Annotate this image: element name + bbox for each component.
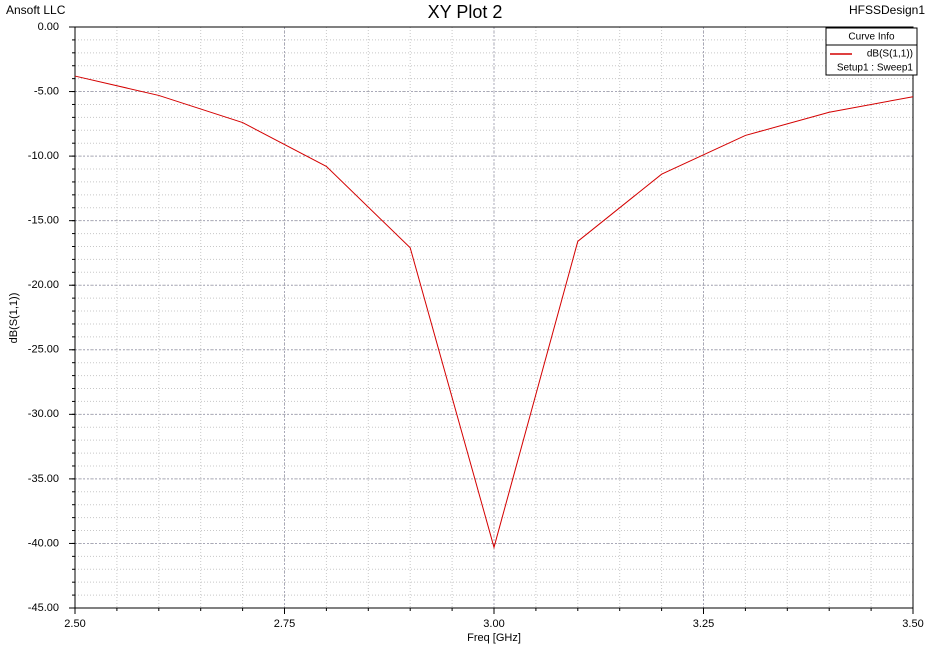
y-axis-label: dB(S(1,1)): [8, 293, 20, 344]
data-line: [74, 75, 914, 550]
y-tick-label: -35.00: [28, 473, 59, 485]
x-tick-label: 2.50: [64, 618, 85, 630]
x-tick-label: 3.25: [693, 618, 714, 630]
legend-title: Curve Info: [848, 32, 895, 43]
y-tick-label: -5.00: [34, 85, 59, 97]
x-tick-label: 3.00: [483, 618, 504, 630]
y-tick-label: -30.00: [28, 408, 59, 420]
y-tick-label: -20.00: [28, 279, 59, 291]
y-tick-label: -10.00: [28, 150, 59, 162]
y-tick-label: -40.00: [28, 537, 59, 549]
legend-label: dB(S(1,1)): [867, 49, 913, 60]
plot-border: [74, 26, 914, 609]
chart-title: XY Plot 2: [428, 2, 503, 22]
y-tick-label: -25.00: [28, 344, 59, 356]
y-tick-label: 0.00: [38, 21, 59, 33]
legend-header: [825, 27, 918, 46]
x-axis-label: Freq [GHz]: [467, 632, 521, 644]
company: Ansoft LLC: [6, 3, 66, 17]
design-name: HFSSDesign1: [849, 3, 925, 17]
x-tick-label: 2.75: [274, 618, 295, 630]
y-tick-label: -15.00: [28, 215, 59, 227]
y-tick-label: -45.00: [28, 602, 59, 614]
legend-subtitle: Setup1 : Sweep1: [837, 63, 914, 74]
x-tick-label: 3.50: [902, 618, 923, 630]
